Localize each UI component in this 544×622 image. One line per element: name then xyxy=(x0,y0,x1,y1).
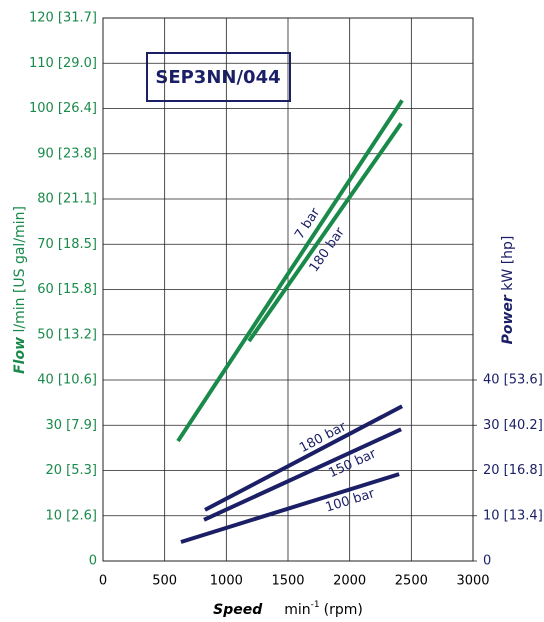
y-tick-label: 80 [21.1] xyxy=(37,192,97,207)
y2-tick-label: 30 [40.2] xyxy=(483,418,543,433)
y-tick-label: 30 [7.9] xyxy=(46,418,98,433)
series-line xyxy=(247,122,403,343)
x-tick-label: 2500 xyxy=(395,574,428,589)
chart-title: SEP3NN/044 xyxy=(155,67,280,88)
y-tick-label: 40 [10.6] xyxy=(37,373,97,388)
y-tick-label: 90 [23.8] xyxy=(37,146,97,161)
series-line xyxy=(180,472,400,544)
y-tick-label: 0 xyxy=(89,554,97,569)
x-tick-label: 2000 xyxy=(333,574,366,589)
y-tick-label: 70 [18.5] xyxy=(37,237,97,252)
y2-tick-label: 20 [16.8] xyxy=(483,463,543,478)
y-tick-label: 100 [26.4] xyxy=(29,101,97,116)
y2-tick-label: 0 xyxy=(483,554,491,569)
x-axis-unit-rest: (rpm) xyxy=(324,602,363,618)
y-axis-title-bold: Flow xyxy=(12,337,28,374)
y-tick-label: 10 [2.6] xyxy=(46,508,98,523)
title-box xyxy=(146,52,291,102)
series-line xyxy=(203,427,402,522)
y2-axis-title-rest: kW [hp] xyxy=(500,236,516,291)
y2-tick-label: 10 [13.4] xyxy=(483,508,543,523)
series-line xyxy=(176,99,404,443)
x-tick-label: 1000 xyxy=(210,574,243,589)
y-tick-label: 20 [5.3] xyxy=(46,463,98,478)
x-axis-unit: min xyxy=(284,602,310,618)
y-tick-label: 60 [15.8] xyxy=(37,282,97,297)
y2-tick-label: 40 [53.6] xyxy=(483,373,543,388)
y2-axis-title-bold: Power xyxy=(500,294,516,344)
series-line xyxy=(204,404,404,512)
x-tick-label: 0 xyxy=(99,574,107,589)
y-axis-title-rest: l/min [US gal/min] xyxy=(12,206,28,332)
y2-axis-title: Power kW [hp] xyxy=(500,236,516,345)
x-tick-label: 500 xyxy=(152,574,177,589)
x-axis-unit-sup: -1 xyxy=(311,600,320,610)
y-axis-title: Flow l/min [US gal/min] xyxy=(12,206,28,374)
y-tick-label: 110 [29.0] xyxy=(29,56,97,71)
plot-frame xyxy=(102,17,474,562)
y-tick-label: 120 [31.7] xyxy=(29,11,97,26)
x-tick-label: 1500 xyxy=(271,574,304,589)
x-tick-label: 3000 xyxy=(456,574,489,589)
y-tick-label: 50 [13.2] xyxy=(37,327,97,342)
x-axis-title-bold: Speed xyxy=(213,602,263,618)
x-axis-title: Speed min-1 (rpm) xyxy=(213,600,363,619)
